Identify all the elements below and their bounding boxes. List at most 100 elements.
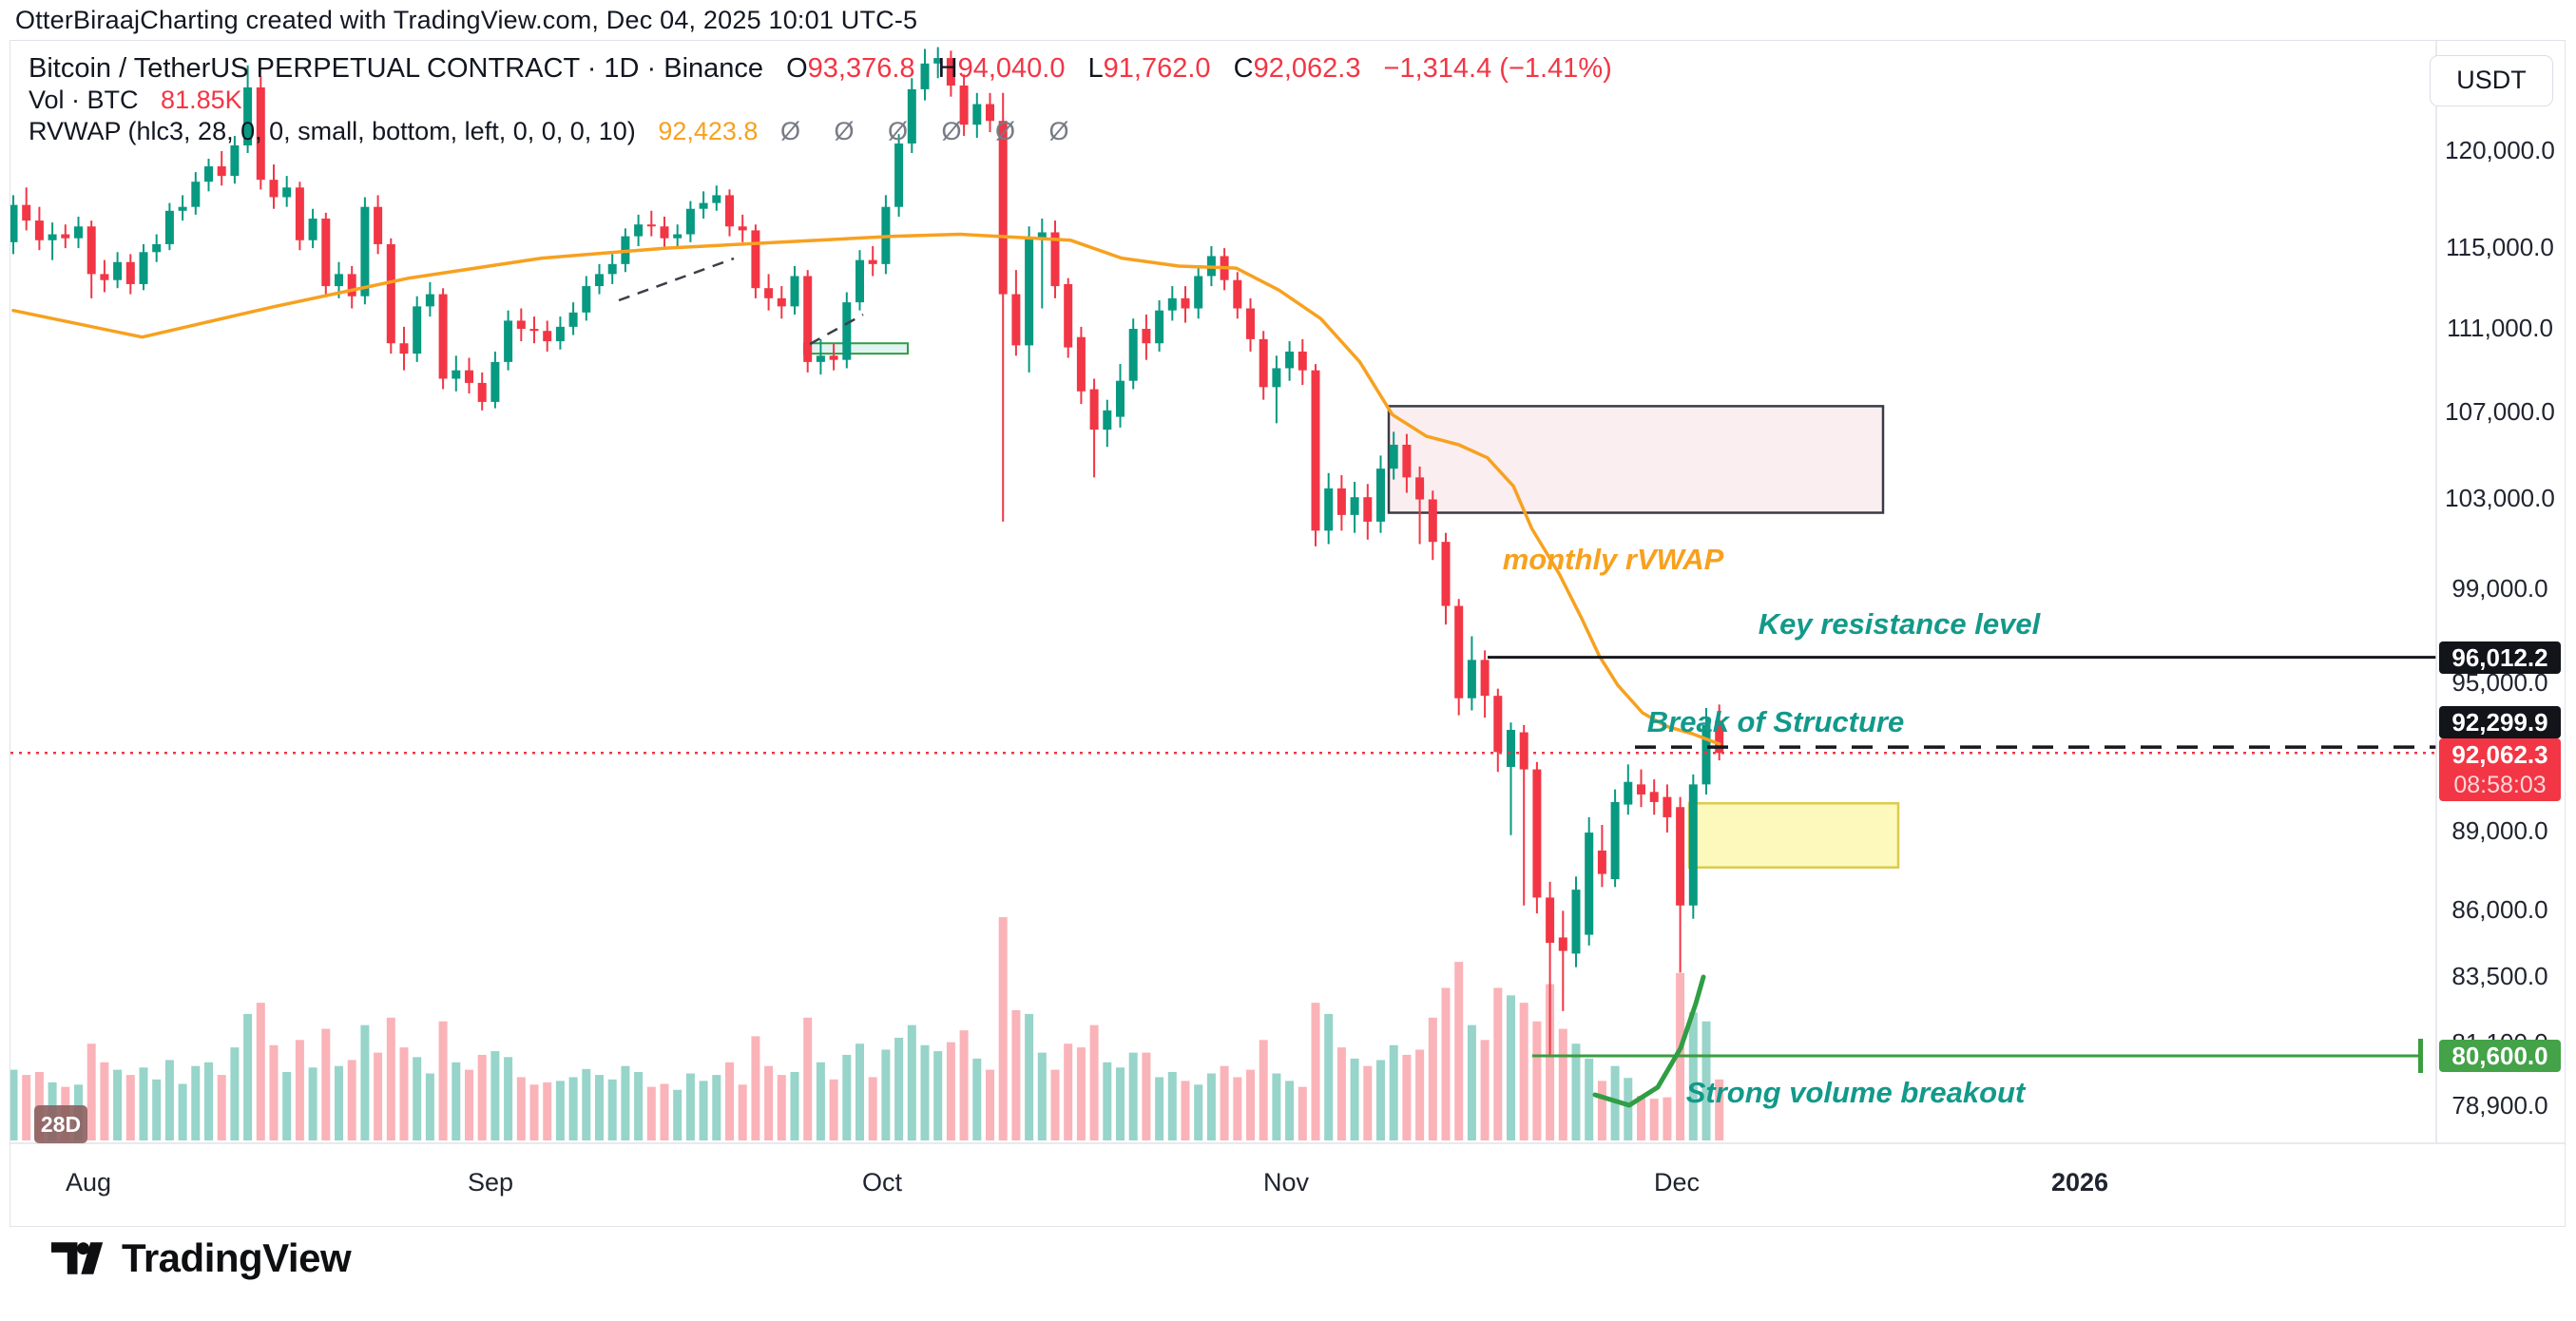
candle <box>607 263 617 275</box>
volume-bar <box>1519 1003 1528 1140</box>
supply-zone-box <box>1387 405 1885 514</box>
open-label: O <box>786 53 808 84</box>
price-tick-label: 107,000.0 <box>2445 396 2555 426</box>
volume-bar <box>413 1057 422 1140</box>
time-tick-label: Sep <box>467 1168 514 1197</box>
volume-bar <box>1025 1013 1034 1140</box>
candle <box>1064 283 1073 348</box>
candle <box>946 58 955 86</box>
volume-bar <box>465 1069 473 1140</box>
candle <box>1454 605 1464 699</box>
volume-bar <box>829 1079 838 1140</box>
currency-toggle-button[interactable]: USDT <box>2430 55 2553 106</box>
volume-bar <box>568 1077 578 1140</box>
candle <box>1701 724 1711 785</box>
candle <box>1676 807 1685 906</box>
volume-bar <box>1688 1012 1698 1140</box>
candle <box>1376 469 1385 522</box>
volume-bar <box>660 1083 669 1140</box>
volume-bar <box>529 1084 539 1140</box>
candle <box>504 320 513 362</box>
volume-bar <box>998 917 1008 1140</box>
tradingview-logo[interactable]: TradingView <box>51 1235 352 1281</box>
bos-badge: 92,299.9 <box>2439 706 2561 739</box>
volume-bar <box>1233 1077 1242 1140</box>
volume-bar <box>1220 1065 1229 1140</box>
candle <box>335 274 343 287</box>
volume-bar <box>1155 1077 1164 1140</box>
volume-bar <box>1128 1052 1138 1140</box>
volume-bar <box>621 1065 630 1140</box>
price-tick-label: 86,000.0 <box>2451 894 2548 924</box>
volume-bar <box>894 1037 904 1140</box>
rvwap-legend-row: RVWAP (hlc3, 28, 0, 0, small, bottom, le… <box>29 116 1612 147</box>
volume-label: Vol · BTC <box>29 86 139 114</box>
volume-bar <box>634 1071 644 1140</box>
volume-bar <box>1428 1017 1437 1140</box>
volume-bar <box>399 1047 409 1140</box>
volume-bar <box>1467 1024 1476 1140</box>
candle <box>1363 497 1373 522</box>
breakout-badge: 80,600.0 <box>2439 1040 2561 1072</box>
price-tick-label: 103,000.0 <box>2445 484 2555 513</box>
candle <box>529 329 539 332</box>
candle <box>595 274 604 287</box>
candle <box>1336 488 1346 515</box>
time-axis[interactable]: Aug Sep Oct Nov Dec 2026 <box>10 1143 2566 1227</box>
volume-bar <box>1298 1086 1307 1140</box>
volume-bar <box>1181 1081 1190 1140</box>
volume-bar <box>712 1075 721 1140</box>
attribution-text: OtterBiraajCharting created with Trading… <box>15 6 918 34</box>
volume-bar <box>516 1077 526 1140</box>
candle <box>829 355 838 360</box>
volume-bar <box>764 1065 774 1140</box>
annotation-break-of-structure: Break of Structure <box>1646 705 1905 738</box>
breakout-curve <box>1592 974 1706 1108</box>
volume-bar <box>1376 1060 1385 1140</box>
candle <box>22 204 31 221</box>
breakout-line-end-tick <box>2418 1039 2423 1074</box>
volume-bar <box>347 1060 356 1140</box>
candle <box>1233 279 1242 309</box>
volume-bar <box>868 1077 877 1140</box>
candle <box>660 226 669 239</box>
volume-bar <box>1259 1040 1268 1140</box>
volume-bar <box>1402 1054 1412 1140</box>
candle <box>413 306 422 354</box>
volume-bar <box>164 1060 174 1140</box>
candle <box>986 104 994 122</box>
candle <box>465 370 473 383</box>
low-value: 91,762.0 <box>1103 53 1211 84</box>
candle <box>1116 380 1125 417</box>
high-label: H <box>937 53 958 84</box>
price-tick-label: 115,000.0 <box>2446 233 2554 262</box>
volume-bar <box>790 1071 799 1140</box>
candle <box>438 294 448 379</box>
candle <box>1089 389 1099 431</box>
candle <box>360 206 370 297</box>
volume-bar <box>1167 1071 1177 1140</box>
volume-bar <box>1194 1084 1203 1140</box>
volume-bar <box>582 1068 591 1140</box>
volume-bar <box>1103 1062 1112 1140</box>
volume-bar <box>1532 1021 1542 1140</box>
volume-bar <box>1206 1073 1216 1140</box>
volume-bar <box>751 1036 760 1140</box>
candle <box>933 58 943 64</box>
volume-bar <box>100 1062 109 1140</box>
key-resistance-badge: 96,012.2 <box>2439 641 2561 674</box>
plot-area <box>10 47 2436 1140</box>
candle <box>1037 232 1047 239</box>
volume-bar <box>1363 1065 1373 1140</box>
candle <box>308 219 317 240</box>
volume-bar <box>438 1021 448 1140</box>
candle <box>178 206 187 211</box>
price-tick-label: 99,000.0 <box>2451 574 2548 603</box>
volume-bar <box>607 1079 617 1140</box>
candle <box>842 302 852 360</box>
volume-bar <box>1571 1043 1581 1140</box>
candle <box>152 243 162 253</box>
candle <box>1142 329 1151 344</box>
price-axis[interactable]: 120,000.0 115,000.0 111,000.0 107,000.0 103,… <box>2437 40 2566 1143</box>
